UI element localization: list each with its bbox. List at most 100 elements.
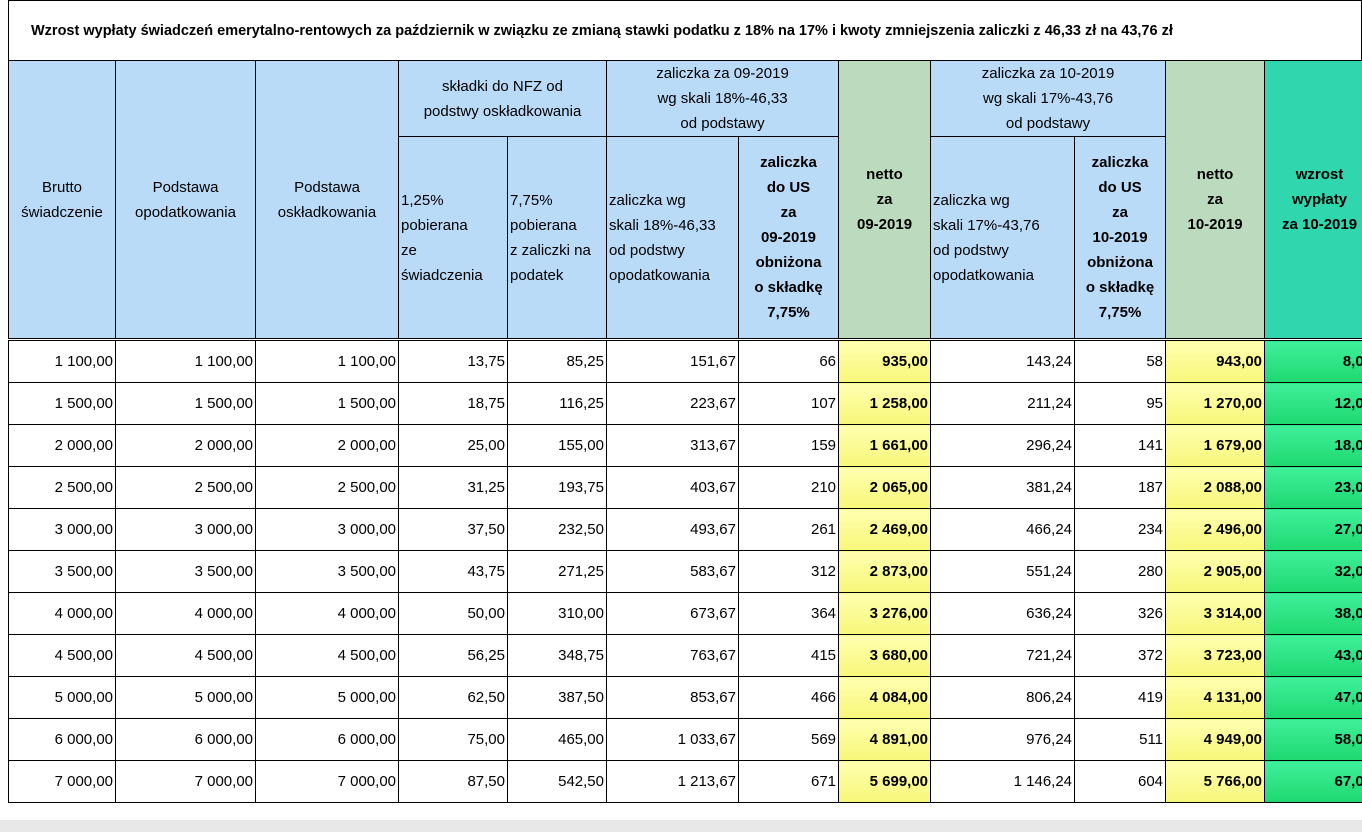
table-cell: 296,24 [930,424,1076,467]
table-cell: 943,00 [1165,338,1266,383]
table-cell: 569 [737,718,840,761]
table-cell: 2 873,00 [838,550,932,593]
table-cell: 85,25 [507,338,607,383]
table-cell: 2 000,00 [8,424,116,467]
table-cell: 1 258,00 [838,382,932,425]
table-cell: 583,67 [606,550,739,593]
table-cell: 261 [737,508,840,551]
table-cell: 326 [1074,592,1167,635]
table-cell: 3 000,00 [255,508,399,551]
table-cell: 551,24 [930,550,1076,593]
table-cell: 43,75 [398,550,508,593]
table-cell: 18,75 [398,382,508,425]
table-row: 7 000,00 7 000,00 7 000,00 87,50 542,50 1 213… [8,760,1362,803]
table-cell: 159 [737,424,840,467]
table-cell: 211,24 [930,382,1076,425]
table-cell: 107 [737,382,840,425]
table-cell: 116,25 [507,382,607,425]
table-row: 2 000,00 2 000,00 2 000,00 25,00 155,00 313,6… [8,424,1362,467]
table-cell: 56,25 [398,634,508,677]
table-cell: 27,00 [1264,508,1362,551]
table-cell: 364 [737,592,840,635]
table-cell: 3 000,00 [8,508,116,551]
table-cell: 47,00 [1264,676,1362,719]
table-cell: 1 100,00 [115,338,256,383]
table-cell: 4 500,00 [255,634,399,677]
table-cell: 511 [1074,718,1167,761]
table-row: 6 000,00 6 000,00 6 000,00 75,00 465,00 1 033… [8,718,1362,761]
table-cell: 2 469,00 [838,508,932,551]
table-cell: 636,24 [930,592,1076,635]
table-row: 3 000,00 3 000,00 3 000,00 37,50 232,50 493,6… [8,508,1362,551]
table-cell: 3 723,00 [1165,634,1266,677]
table-cell: 5 000,00 [8,676,116,719]
table-cell: 143,24 [930,338,1076,383]
column-header: wzrost wypłaty za 10-2019 [1264,60,1362,340]
table-cell: 12,00 [1264,382,1362,425]
table-cell: 58,00 [1264,718,1362,761]
table-cell: 18,00 [1264,424,1362,467]
table-cell: 5 000,00 [115,676,256,719]
table-cell: 6 000,00 [115,718,256,761]
table-cell: 58 [1074,338,1167,383]
table-cell: 95 [1074,382,1167,425]
table-cell: 4 891,00 [838,718,932,761]
group-header: zaliczka za 10-2019 wg skali 17%-43,76 o… [930,60,1167,137]
column-header: Brutto świadczenie [8,60,116,340]
table-cell: 7 000,00 [115,760,256,803]
table-cell: 466,24 [930,508,1076,551]
table-cell: 1 679,00 [1165,424,1266,467]
table-cell: 155,00 [507,424,607,467]
table-cell: 2 000,00 [255,424,399,467]
table-cell: 465,00 [507,718,607,761]
table-cell: 3 500,00 [8,550,116,593]
table-cell: 3 500,00 [255,550,399,593]
table-cell: 1 270,00 [1165,382,1266,425]
table-cell: 37,50 [398,508,508,551]
table-cell: 23,00 [1264,466,1362,509]
table-body: 1 100,00 1 100,00 1 100,00 13,75 85,25 151,67… [8,338,1362,803]
table-cell: 25,00 [398,424,508,467]
table-cell: 935,00 [838,338,932,383]
table-cell: 7 000,00 [8,760,116,803]
bottom-bar [0,820,1362,832]
table-cell: 13,75 [398,338,508,383]
table-cell: 43,00 [1264,634,1362,677]
group-header: zaliczka za 09-2019 wg skali 18%-46,33 o… [605,60,840,137]
table-cell: 1 146,24 [930,760,1076,803]
table-cell: 721,24 [930,634,1076,677]
column-header: zaliczka wg skali 18%-46,33 od podstwy o… [606,136,739,340]
table-cell: 1 033,67 [606,718,739,761]
column-header: 7,75% pobierana z zaliczki na podatek [507,136,607,340]
table-cell: 604 [1074,760,1167,803]
column-header: zaliczka do US za 09-2019 obniżona o skł… [737,136,840,340]
table-cell: 2 500,00 [255,466,399,509]
table-cell: 2 065,00 [838,466,932,509]
table-cell: 4 500,00 [8,634,116,677]
table-cell: 66 [737,338,840,383]
table-cell: 62,50 [398,676,508,719]
table-cell: 671 [737,760,840,803]
table-cell: 3 276,00 [838,592,932,635]
group-header: składki do NFZ od podstwy oskładkowania [398,60,607,137]
table-cell: 466 [737,676,840,719]
column-header: Podstawa opodatkowania [115,60,256,340]
column-header: zaliczka do US za 10-2019 obniżona o skł… [1074,136,1167,340]
table-cell: 4 949,00 [1165,718,1266,761]
table-cell: 2 500,00 [8,466,116,509]
table-cell: 1 213,67 [606,760,739,803]
table-cell: 4 084,00 [838,676,932,719]
table-cell: 3 000,00 [115,508,256,551]
table-cell: 75,00 [398,718,508,761]
table-cell: 6 000,00 [8,718,116,761]
table-cell: 348,75 [507,634,607,677]
table-cell: 763,67 [606,634,739,677]
table-cell: 4 000,00 [115,592,256,635]
table-cell: 32,00 [1264,550,1362,593]
column-header: Podstawa oskładkowania [255,60,399,340]
table-row: 2 500,00 2 500,00 2 500,00 31,25 193,75 403,6… [8,466,1362,509]
table-cell: 673,67 [606,592,739,635]
table-cell: 2 088,00 [1165,466,1266,509]
table-cell: 4 131,00 [1165,676,1266,719]
table-cell: 271,25 [507,550,607,593]
